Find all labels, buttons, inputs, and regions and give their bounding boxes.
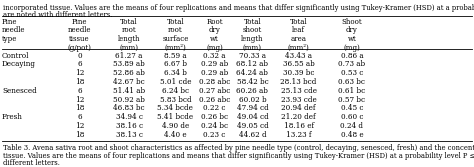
Text: 18.16 ef: 18.16 ef [283, 122, 314, 130]
Text: 0.63 bc: 0.63 bc [338, 78, 365, 86]
Text: 0.32 a: 0.32 a [203, 51, 226, 59]
Text: 20.94 def: 20.94 def [282, 104, 316, 112]
Text: Total
leaf
area
(mm²): Total leaf area (mm²) [288, 18, 310, 52]
Text: 46.83 bc: 46.83 bc [113, 104, 145, 112]
Text: 0.48 e: 0.48 e [341, 131, 363, 139]
Text: 0.86 a: 0.86 a [341, 51, 363, 59]
Text: 34.94 c: 34.94 c [116, 113, 143, 121]
Text: 70.33 a: 70.33 a [239, 51, 266, 59]
Text: 44.62 d: 44.62 d [238, 131, 266, 139]
Text: 0.24 bc: 0.24 bc [201, 122, 228, 130]
Text: 12: 12 [75, 96, 84, 104]
Text: 0.28 abc: 0.28 abc [199, 78, 230, 86]
Text: Shoot
dry
wt
(mg): Shoot dry wt (mg) [342, 18, 362, 52]
Text: 4.40 e: 4.40 e [164, 131, 187, 139]
Text: 0.45 c: 0.45 c [341, 104, 363, 112]
Text: 6: 6 [77, 113, 82, 121]
Text: Pine
needle
tissue
(g/pot): Pine needle tissue (g/pot) [67, 18, 91, 52]
Text: Senesced: Senesced [2, 87, 37, 95]
Text: Control: Control [2, 51, 29, 59]
Text: 51.41 ab: 51.41 ab [113, 87, 145, 95]
Text: Total
shoot
length
(mm): Total shoot length (mm) [241, 18, 264, 52]
Text: Table 3. Avena sativa root and shoot characteristics as affected by pine needle : Table 3. Avena sativa root and shoot cha… [3, 144, 474, 152]
Text: 0.53 c: 0.53 c [341, 69, 363, 77]
Text: Total
root
length
(mm): Total root length (mm) [118, 18, 140, 52]
Text: 4.90 de: 4.90 de [162, 122, 189, 130]
Text: 23.93 cde: 23.93 cde [281, 96, 317, 104]
Text: 50.92 ab: 50.92 ab [113, 96, 145, 104]
Text: 0.23 c: 0.23 c [203, 131, 226, 139]
Text: 25.13 cde: 25.13 cde [281, 87, 317, 95]
Text: 6: 6 [77, 60, 82, 68]
Text: 28.13 bcd: 28.13 bcd [281, 78, 317, 86]
Text: 5.34 bcde: 5.34 bcde [157, 104, 193, 112]
Text: 18: 18 [75, 104, 84, 112]
Text: 18: 18 [75, 78, 84, 86]
Text: 8.59 a: 8.59 a [164, 51, 187, 59]
Text: 0.26 bc: 0.26 bc [201, 113, 228, 121]
Text: 0.61 bc: 0.61 bc [338, 87, 365, 95]
Text: 0.29 ab: 0.29 ab [201, 60, 228, 68]
Text: 64.24 ab: 64.24 ab [237, 69, 268, 77]
Text: 38.13 c: 38.13 c [116, 131, 143, 139]
Text: 0.57 bc: 0.57 bc [338, 96, 365, 104]
Text: 38.16 c: 38.16 c [116, 122, 143, 130]
Text: 53.89 ab: 53.89 ab [113, 60, 145, 68]
Text: 49.04 cd: 49.04 cd [237, 113, 268, 121]
Text: 60.02 b: 60.02 b [238, 96, 266, 104]
Text: different letters.: different letters. [3, 159, 60, 167]
Text: 52.86 ab: 52.86 ab [113, 69, 145, 77]
Text: 0.60 c: 0.60 c [341, 113, 363, 121]
Text: 6.67 b: 6.67 b [164, 60, 187, 68]
Text: Total
root
surface
(mm²): Total root surface (mm²) [162, 18, 189, 52]
Text: Fresh: Fresh [2, 113, 23, 121]
Text: 13.23 f: 13.23 f [286, 131, 311, 139]
Text: 5.83 bcd: 5.83 bcd [160, 96, 191, 104]
Text: Root
dry
wt
(mg): Root dry wt (mg) [206, 18, 223, 52]
Text: 6.24 bc: 6.24 bc [162, 87, 189, 95]
Text: 30.39 bc: 30.39 bc [283, 69, 314, 77]
Text: incorporated tissue. Values are the means of four replications and means that di: incorporated tissue. Values are the mean… [3, 4, 474, 12]
Text: 0.24 d: 0.24 d [340, 122, 364, 130]
Text: 49.05 cd: 49.05 cd [237, 122, 268, 130]
Text: 21.20 def: 21.20 def [281, 113, 316, 121]
Text: 18: 18 [75, 131, 84, 139]
Text: 43.43 a: 43.43 a [285, 51, 312, 59]
Text: Pine
needle
type: Pine needle type [2, 18, 26, 43]
Text: Decaying: Decaying [2, 60, 36, 68]
Text: 6.34 b: 6.34 b [164, 69, 187, 77]
Text: are noted with different letters.: are noted with different letters. [3, 11, 112, 19]
Text: 0: 0 [77, 51, 82, 59]
Text: 12: 12 [75, 122, 84, 130]
Text: 0.26 abc: 0.26 abc [199, 96, 230, 104]
Text: 42.67 bc: 42.67 bc [113, 78, 145, 86]
Text: 12: 12 [75, 69, 84, 77]
Text: 0.73 ab: 0.73 ab [338, 60, 365, 68]
Text: 58.42 bc: 58.42 bc [237, 78, 268, 86]
Text: 36.55 ab: 36.55 ab [283, 60, 314, 68]
Text: tissue. Values are the means of four replications and means that differ signific: tissue. Values are the means of four rep… [3, 151, 474, 159]
Text: 5.41 bcde: 5.41 bcde [157, 113, 193, 121]
Text: 0.29 ab: 0.29 ab [201, 69, 228, 77]
Text: 5.01 cde: 5.01 cde [160, 78, 191, 86]
Text: 47.94 cd: 47.94 cd [237, 104, 268, 112]
Text: 0.22 c: 0.22 c [203, 104, 226, 112]
Text: 61.27 a: 61.27 a [116, 51, 143, 59]
Text: 60.26 ab: 60.26 ab [237, 87, 268, 95]
Text: 6: 6 [77, 87, 82, 95]
Text: 68.12 ab: 68.12 ab [237, 60, 268, 68]
Text: 0.27 abc: 0.27 abc [199, 87, 230, 95]
